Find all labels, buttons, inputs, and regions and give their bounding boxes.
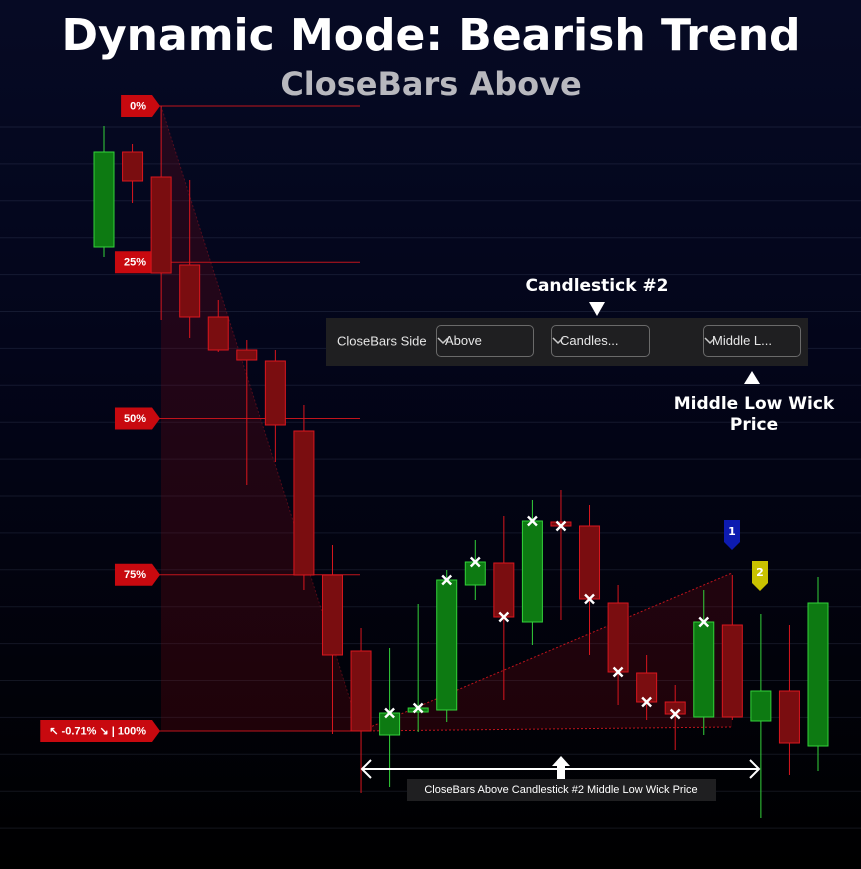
candle-body (664, 701, 686, 715)
candle-body (636, 672, 658, 703)
marker-2 (752, 561, 768, 591)
toolbar (326, 318, 808, 366)
pointer (744, 371, 760, 384)
close-cross (641, 696, 652, 708)
chevron (704, 337, 716, 345)
level-tag (121, 95, 160, 117)
dropdown-value: Middle L... (712, 333, 772, 348)
close-cross (527, 515, 538, 527)
candle-body (350, 650, 372, 732)
level-label: 0% (130, 100, 146, 112)
candle-body (493, 562, 515, 618)
candle-dropdown[interactable]: Candles... (551, 325, 650, 357)
range-arrow (552, 756, 570, 766)
candle-body (379, 712, 401, 736)
close-cross (384, 707, 395, 719)
level-label: 50% (124, 413, 146, 425)
level-label: 25% (124, 257, 146, 269)
candle-body (607, 602, 629, 673)
level-tag (40, 720, 160, 742)
fib-levels: 0% 25% 50% 75% ↖ -0.71% ↘ | 100% (40, 95, 360, 742)
chevron (437, 337, 449, 345)
chart-subtitle: CloseBars Above (280, 65, 581, 103)
candle-body (750, 690, 772, 722)
candle-body (807, 602, 829, 747)
trend-line (360, 572, 733, 732)
close-cross (498, 611, 510, 623)
range-label-box (407, 779, 716, 801)
level-label: ↖ -0.71% ↘ | 100% (49, 725, 146, 737)
candle-body (693, 621, 715, 718)
chart-title: Dynamic Mode: Bearish Trend (61, 10, 800, 61)
close-cross (555, 520, 567, 532)
candle-body (321, 574, 343, 656)
candle-body (293, 430, 315, 576)
marker-label: 2 (756, 566, 764, 579)
dropdown-value: Above (445, 333, 482, 348)
range-label: CloseBars Above Candlestick #2 Middle Lo… (424, 784, 697, 796)
level-label: 75% (124, 569, 146, 581)
marker-1 (724, 520, 740, 550)
side-dropdown[interactable]: Above (436, 325, 534, 357)
level-tag (114, 251, 160, 274)
candle-body (179, 264, 201, 318)
candle-body (778, 690, 800, 744)
close-cross (412, 702, 424, 714)
price-dropdown[interactable]: Middle L... (703, 325, 801, 357)
toolbar-label: CloseBars Side (337, 333, 427, 348)
candle-body (122, 151, 144, 182)
candle-body (521, 520, 543, 623)
candle-body (579, 525, 601, 600)
candle-body (264, 360, 286, 426)
range-arrow (557, 764, 565, 784)
close-cross (469, 556, 481, 568)
close-cross (584, 593, 595, 605)
cross-markers (384, 515, 710, 720)
level-tag (114, 563, 160, 586)
candle-body (721, 624, 743, 718)
candle-body (93, 151, 115, 248)
candle-body (464, 561, 486, 586)
candles (93, 106, 829, 818)
candle-body (207, 316, 229, 351)
chevron (552, 337, 564, 345)
pointer (589, 302, 605, 316)
marker-label: 1 (728, 525, 736, 538)
dropdown-value: Candles... (560, 333, 619, 348)
candle-body (150, 176, 172, 274)
level-tag (114, 407, 160, 430)
candle-annotation: Candlestick #2 (525, 276, 669, 296)
close-cross (441, 574, 453, 586)
grid (0, 126, 861, 829)
candle-body (236, 349, 258, 361)
trend-line (360, 726, 733, 732)
close-cross (669, 708, 681, 720)
trend-line (160, 105, 361, 732)
price-annotation: Middle Low Wick Price (673, 394, 835, 435)
candle-body (436, 579, 458, 711)
close-cross (698, 616, 710, 628)
close-cross (612, 666, 624, 678)
